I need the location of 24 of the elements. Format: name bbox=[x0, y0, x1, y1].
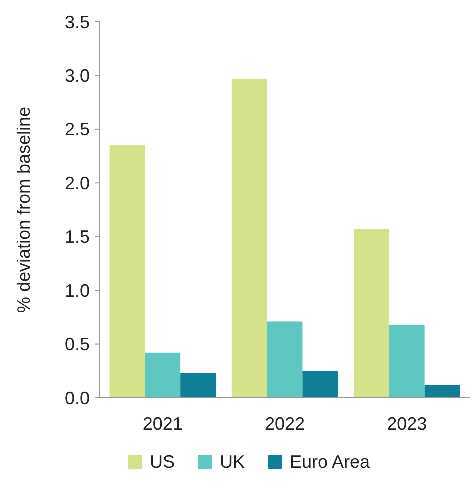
y-tick-label: 1.0 bbox=[64, 280, 90, 301]
y-axis-title: % deviation from baseline bbox=[14, 106, 34, 314]
bar bbox=[389, 324, 425, 398]
legend-label: Euro Area bbox=[290, 452, 372, 472]
y-tick-label: 2.5 bbox=[64, 120, 90, 140]
y-tick-label: 3.5 bbox=[64, 12, 90, 32]
bar bbox=[232, 78, 268, 398]
bar bbox=[145, 352, 181, 398]
x-tick-label: 2023 bbox=[387, 414, 428, 434]
legend-label: US bbox=[150, 452, 176, 472]
y-tick-label: 0.5 bbox=[64, 334, 90, 355]
x-tick-label: 2022 bbox=[264, 414, 306, 434]
legend-label: UK bbox=[220, 452, 246, 472]
y-tick-label: 2.0 bbox=[64, 173, 90, 194]
bar bbox=[302, 371, 338, 398]
bar bbox=[354, 229, 390, 398]
bar bbox=[180, 373, 216, 398]
bar bbox=[110, 146, 146, 398]
bar bbox=[267, 322, 303, 398]
bar bbox=[424, 385, 460, 398]
y-tick-label: 1.5 bbox=[64, 227, 90, 248]
y-tick-label: 3.0 bbox=[64, 66, 90, 86]
x-tick-label: 2021 bbox=[142, 414, 183, 434]
y-tick-label: 0.0 bbox=[64, 388, 90, 408]
